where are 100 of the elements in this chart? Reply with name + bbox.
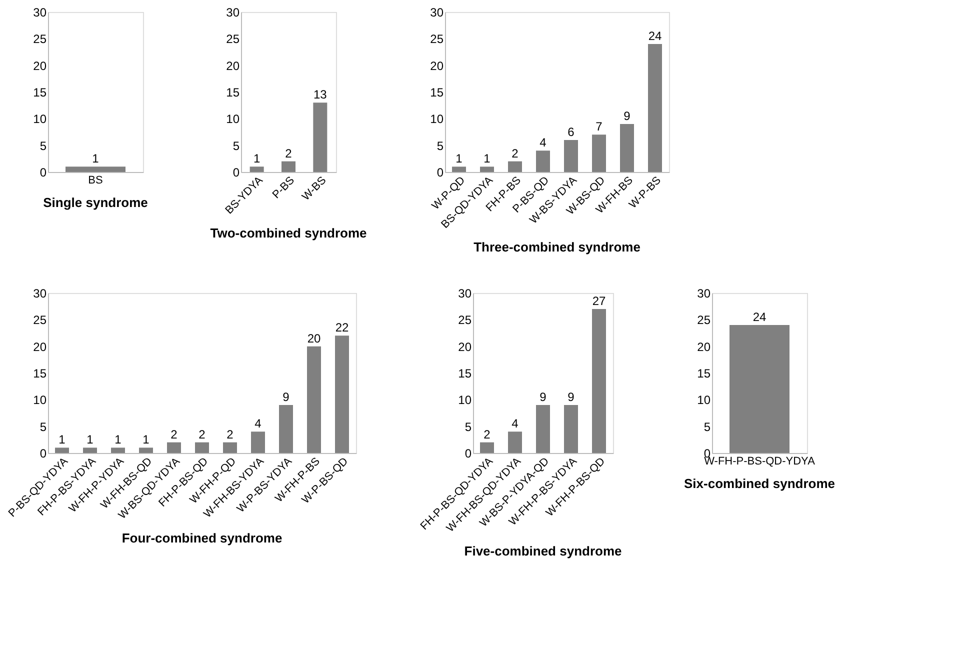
y-tick-label: 5	[232, 138, 240, 153]
data-label: 9	[568, 390, 575, 404]
bar	[452, 166, 466, 172]
data-label: 1	[456, 152, 463, 166]
data-label: 9	[624, 109, 631, 123]
y-tick-label: 25	[226, 32, 240, 46]
y-tick-label: 20	[458, 340, 472, 354]
data-label: 1	[253, 152, 260, 166]
y-tick-label: 15	[458, 366, 472, 380]
y-tick-label: 20	[33, 58, 47, 73]
data-label: 1	[86, 432, 94, 447]
bar	[508, 161, 522, 172]
bar	[480, 166, 494, 172]
y-tick-label: 25	[33, 32, 47, 46]
y-tick-label: 30	[430, 6, 444, 20]
text: Five-combined syndrome	[464, 543, 622, 558]
bar	[313, 102, 328, 172]
data-label: 4	[254, 416, 262, 431]
bar	[335, 336, 349, 453]
data-label: 2	[226, 427, 234, 442]
bar	[167, 442, 181, 453]
y-tick-label: 15	[33, 366, 47, 380]
y-tick-label: 0	[232, 166, 240, 180]
y-tick-label: 15	[226, 86, 240, 100]
y-tick-label: 5	[464, 420, 472, 434]
y-tick-label: 0	[40, 166, 47, 180]
y-tick-label: 10	[458, 393, 472, 408]
y-tick-label: 30	[33, 6, 47, 20]
data-label: 2	[170, 427, 178, 442]
y-tick-label: 30	[226, 6, 240, 20]
data-label: 20	[307, 331, 321, 346]
y-tick-label: 25	[697, 313, 711, 328]
bar	[592, 309, 606, 453]
y-tick-label: 15	[697, 366, 711, 380]
data-label: 7	[596, 120, 603, 134]
y-tick-label: 5	[436, 138, 444, 153]
text: Six-combined syndrome	[684, 476, 835, 491]
bar	[648, 44, 662, 172]
data-label: 22	[335, 320, 349, 335]
data-label: 24	[648, 29, 662, 43]
y-tick-label: 25	[33, 313, 47, 328]
bar	[536, 150, 550, 172]
bar	[620, 124, 634, 172]
y-tick-label: 30	[33, 286, 47, 300]
y-tick-label: 15	[33, 86, 47, 100]
y-tick-label: 10	[697, 393, 711, 408]
y-tick-label: 5	[40, 420, 47, 434]
y-tick-label: 30	[697, 286, 711, 300]
bar	[564, 405, 578, 453]
data-label: 9	[282, 390, 290, 404]
data-label: 2	[512, 146, 519, 160]
y-tick-label: 20	[226, 58, 240, 73]
data-label: 2	[285, 146, 292, 160]
bar	[564, 140, 578, 172]
y-tick-label: 20	[697, 340, 711, 354]
y-tick-label: 0	[40, 446, 47, 460]
y-tick-label: 25	[458, 313, 472, 328]
y-tick-label: 0	[436, 166, 444, 180]
data-label: 4	[540, 136, 547, 150]
x-tick-label: BS	[88, 174, 103, 186]
x-tick-label: W-FH-P-BS-QD-YDYA	[704, 456, 816, 468]
y-tick-label: 10	[33, 393, 47, 408]
text: Two-combined syndrome	[210, 225, 367, 240]
bar	[223, 442, 237, 453]
y-tick-label: 20	[33, 340, 47, 354]
bar	[195, 442, 209, 453]
data-label: 9	[540, 390, 547, 404]
data-label: 6	[568, 125, 575, 139]
bar	[592, 134, 606, 172]
y-tick-label: 0	[464, 446, 472, 460]
y-tick-label: 5	[40, 138, 47, 153]
data-label: 2	[198, 427, 206, 442]
data-label: 24	[752, 310, 766, 324]
bar	[307, 346, 321, 453]
data-label: 4	[512, 416, 519, 431]
bar	[139, 448, 153, 453]
bar	[111, 448, 125, 453]
y-tick-label: 10	[226, 112, 240, 126]
bar	[250, 166, 264, 172]
bar	[279, 405, 293, 453]
data-label: 1	[142, 432, 150, 447]
data-label: 1	[484, 152, 491, 166]
data-label: 27	[592, 294, 606, 308]
bar	[480, 442, 494, 453]
y-tick-label: 5	[704, 420, 711, 434]
bar	[508, 432, 522, 453]
data-label: 1	[58, 432, 66, 447]
text: Three-combined syndrome	[474, 240, 640, 255]
y-tick-label: 10	[33, 112, 47, 126]
y-tick-label: 15	[430, 86, 444, 100]
bar	[55, 448, 69, 453]
bar	[251, 432, 265, 453]
y-tick-label: 10	[430, 112, 444, 126]
bar	[83, 448, 97, 453]
text: Four-combined syndrome	[122, 530, 282, 546]
y-tick-label: 20	[430, 58, 444, 73]
y-tick-label: 25	[430, 32, 444, 46]
data-label: 13	[313, 88, 328, 102]
data-label: 2	[484, 427, 491, 442]
data-label: 1	[114, 432, 122, 447]
